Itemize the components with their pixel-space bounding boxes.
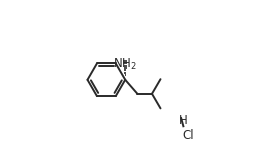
Text: H: H xyxy=(179,114,188,128)
Text: NH$_2$: NH$_2$ xyxy=(113,57,136,72)
Text: Cl: Cl xyxy=(182,129,194,142)
